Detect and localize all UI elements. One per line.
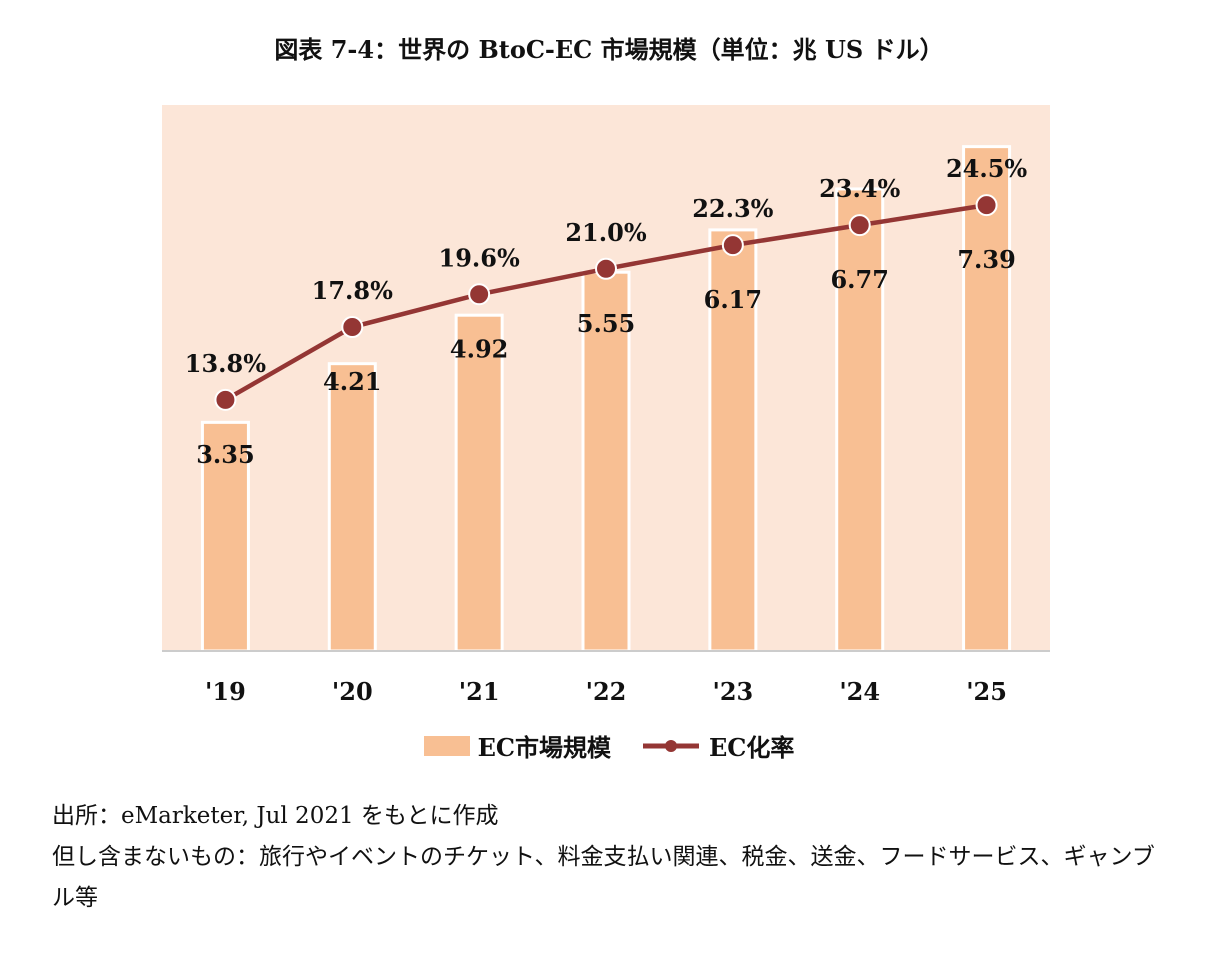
- line-data-label: 13.8%: [185, 349, 266, 378]
- legend-item-bar: EC市場規模: [423, 728, 611, 763]
- bar-6: [962, 145, 1012, 653]
- line-data-label: 21.0%: [565, 218, 646, 247]
- bar-data-label: 4.92: [450, 334, 508, 363]
- x-tick-label: '24: [839, 677, 880, 706]
- line-point-6: [975, 194, 998, 217]
- line-data-label: 23.4%: [819, 174, 900, 203]
- bar-1: [327, 362, 377, 653]
- legend-label-bar: EC市場規模: [477, 733, 611, 762]
- bar-2: [454, 313, 504, 653]
- bar-5: [835, 187, 885, 653]
- x-tick-label: '23: [712, 677, 753, 706]
- bar-data-label: 4.21: [323, 367, 381, 396]
- line-data-label: 22.3%: [692, 194, 773, 223]
- line-point-0: [214, 388, 237, 411]
- line-point-1: [341, 316, 364, 339]
- legend-item-line: EC化率: [641, 728, 794, 763]
- notes: 出所：eMarketer, Jul 2021 をもとに作成 但し含まないもの：旅…: [52, 796, 1172, 919]
- x-tick-label: '25: [966, 677, 1007, 706]
- bar-data-label: 3.35: [196, 440, 254, 469]
- line-point-3: [595, 257, 617, 280]
- line-data-label: 17.8%: [312, 276, 393, 305]
- exclusions-note: 但し含まないもの：旅行やイベントのチケット、料金支払い関連、税金、送金、フードサ…: [52, 844, 1155, 911]
- x-tick-label: '19: [205, 677, 246, 706]
- legend: EC市場規模 EC化率: [0, 728, 1218, 763]
- legend-swatch-line: [643, 739, 699, 752]
- bar-data-label: 5.55: [577, 309, 635, 338]
- bar-data-label: 7.39: [957, 245, 1015, 274]
- combo-chart: 3.35 4.21 4.92 5.55 6.17 6.77 7.39 13.8% 17.8% 1…: [162, 105, 1050, 706]
- line-data-label: 24.5%: [946, 154, 1027, 183]
- bar-data-label: 6.77: [830, 265, 888, 294]
- x-tick-label: '20: [332, 677, 373, 706]
- bar-3: [581, 270, 631, 653]
- bar-data-label: 6.17: [704, 285, 762, 314]
- line-point-4: [721, 234, 744, 257]
- x-tick-label: '21: [459, 677, 500, 706]
- bar-4: [708, 228, 758, 653]
- line-point-2: [468, 283, 491, 306]
- legend-swatch-bar: [423, 735, 470, 756]
- line-data-label: 19.6%: [439, 243, 520, 272]
- line-point-5: [848, 214, 871, 237]
- x-tick-label: '22: [586, 677, 627, 706]
- source-note: 出所：eMarketer, Jul 2021 をもとに作成: [52, 803, 499, 829]
- legend-label-line: EC化率: [709, 733, 795, 762]
- chart-title: 図表 7-4：世界の BtoC-EC 市場規模（単位：兆 US ドル）: [274, 35, 944, 64]
